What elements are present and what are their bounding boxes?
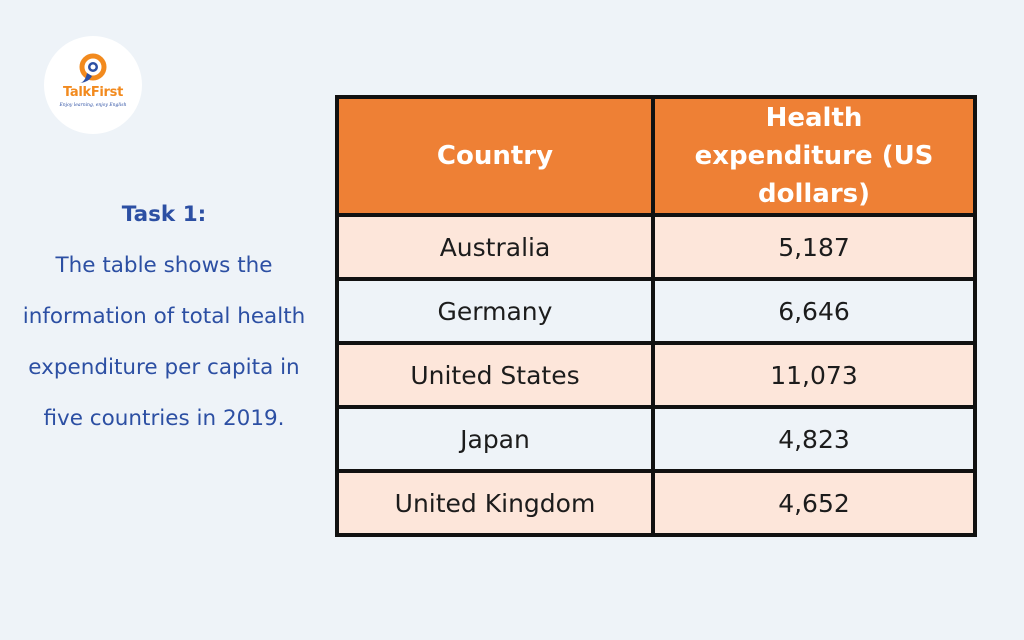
table-header-row: Country Health expenditure (US dollars): [335, 95, 977, 217]
column-header-country: Country: [335, 95, 655, 217]
expenditure-table: Country Health expenditure (US dollars) …: [335, 95, 977, 537]
cell-country: United States: [335, 341, 655, 409]
expenditure-table-container: Country Health expenditure (US dollars) …: [335, 95, 977, 537]
logo-wordmark: TalkFirst: [62, 85, 124, 100]
task-body: The table shows the information of total…: [22, 253, 306, 431]
cell-expenditure: 4,823: [651, 405, 977, 473]
cell-expenditure: 6,646: [651, 277, 977, 345]
task-description: Task 1: The table shows the information …: [14, 189, 314, 444]
talkfirst-logo: TalkFirst Enjoy learning, enjoy English: [44, 36, 142, 134]
column-header-expenditure: Health expenditure (US dollars): [651, 95, 977, 217]
cell-expenditure: 4,652: [651, 469, 977, 537]
logo-tagline: Enjoy learning, enjoy English: [59, 103, 127, 108]
table-row: United States 11,073: [335, 341, 977, 409]
cell-country: United Kingdom: [335, 469, 655, 537]
table-row: United Kingdom 4,652: [335, 469, 977, 537]
cell-country: Japan: [335, 405, 655, 473]
cell-expenditure: 11,073: [651, 341, 977, 409]
cell-expenditure: 5,187: [651, 213, 977, 281]
cell-country: Germany: [335, 277, 655, 345]
cell-country: Australia: [335, 213, 655, 281]
speech-bubble-icon: [79, 53, 107, 83]
table-row: Germany 6,646: [335, 277, 977, 345]
task-title: Task 1:: [121, 202, 207, 227]
table-row: Japan 4,823: [335, 405, 977, 473]
column-header-expenditure-label: Health expenditure (US dollars): [694, 103, 934, 209]
table-row: Australia 5,187: [335, 213, 977, 281]
table-body: Australia 5,187 Germany 6,646 United States 1…: [335, 213, 977, 537]
